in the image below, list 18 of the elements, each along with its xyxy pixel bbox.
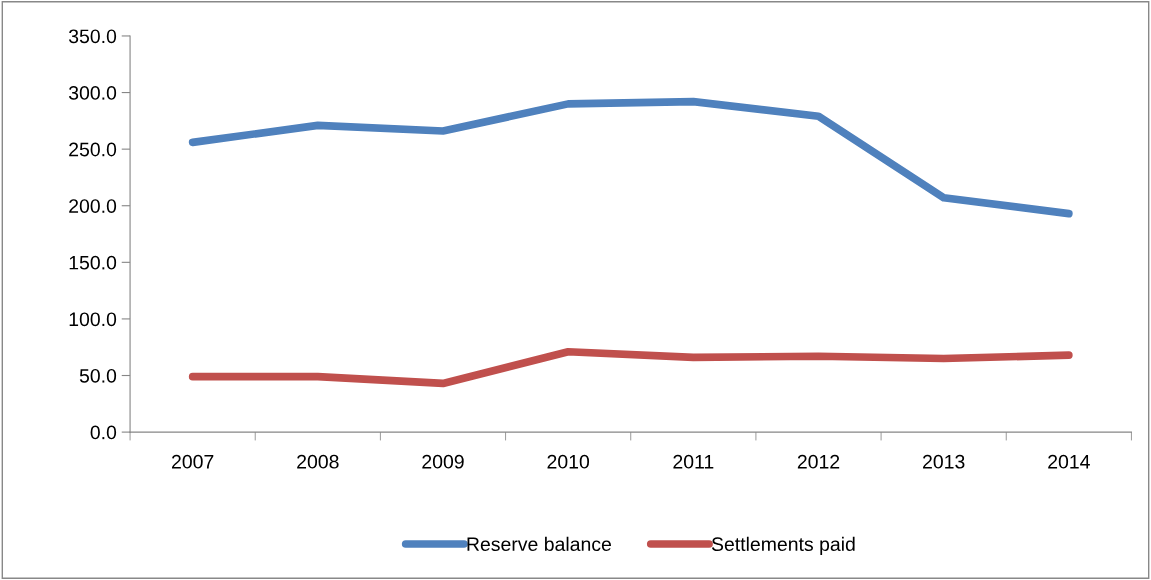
x-tick-label: 2014 [1048,454,1090,469]
y-tick-label: 200.0 [69,199,117,213]
x-tick-label: 2010 [547,454,590,469]
y-tick-label: 50.0 [79,368,117,383]
x-tick-label: 2007 [172,454,214,469]
y-tick-label: 250.0 [69,142,117,157]
legend-label: Settlements paid [711,536,855,555]
x-tick-label: 2011 [673,454,714,469]
x-tick-label: 2008 [297,454,339,469]
y-tick-label: 300.0 [68,86,117,100]
y-tick-label: 350.0 [68,29,117,44]
x-tick-label: 2009 [422,454,464,469]
y-tick-label: 0.0 [90,425,117,440]
x-tick-label: 2012 [797,454,840,469]
y-tick-label: 100.0 [69,312,117,327]
x-tick-label: 2013 [923,454,965,469]
legend-label: Reserve balance [467,536,611,552]
y-tick-label: 150.0 [69,255,117,270]
